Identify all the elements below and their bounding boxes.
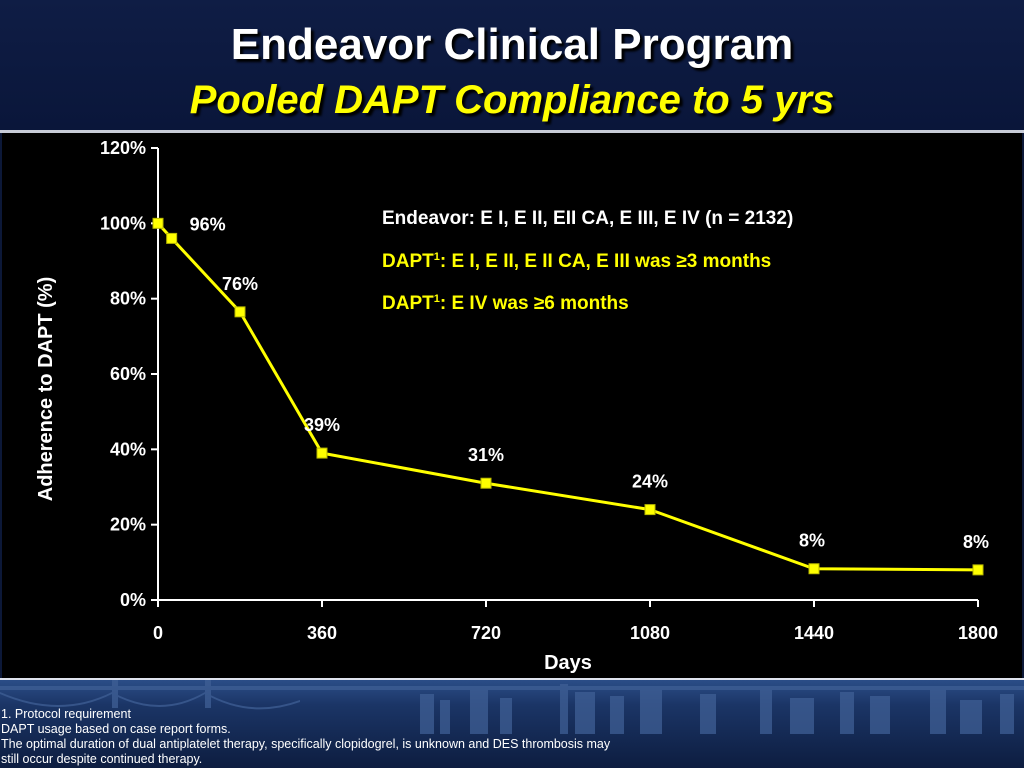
data-point-marker (480, 477, 492, 489)
footnotes: 1. Protocol requirement DAPT usage based… (1, 707, 610, 767)
data-point-marker (234, 306, 246, 318)
data-point-marker (166, 232, 178, 244)
slide-header: Endeavor Clinical Program Pooled DAPT Co… (0, 0, 1024, 130)
data-label: 31% (468, 445, 504, 465)
study-summary-text: Endeavor: E I, E II, EII CA, E III, E IV… (382, 208, 794, 229)
dapt-duration-note-1: DAPT1: E I, E II, E II CA, E III was ≥3 … (382, 251, 771, 273)
city-skyline-image (0, 678, 1024, 734)
y-tick-label: 120% (100, 138, 146, 158)
data-label: 76% (222, 274, 258, 294)
dapt-label: DAPT (382, 293, 434, 314)
footer-banner (0, 678, 1024, 768)
footer-divider (0, 678, 1024, 680)
x-tick-label: 1080 (630, 623, 670, 643)
y-axis-title: Adherence to DAPT (%) (35, 277, 57, 501)
x-tick-label: 720 (471, 623, 501, 643)
footnote-2: DAPT usage based on case report forms. (1, 722, 231, 736)
chart-panel: 0% 20% 40% 60% 80% 100% 120% 0 360 720 1080 1440 180… (2, 133, 1022, 678)
series-line (156, 222, 979, 572)
data-point-marker (152, 217, 164, 229)
y-tick-label: 80% (110, 289, 146, 309)
dapt-duration-text: : E IV was ≥6 months (439, 293, 629, 314)
slide-title: Endeavor Clinical Program (230, 20, 794, 69)
dapt-duration-text: : E I, E II, E II CA, E III was ≥3 month… (439, 251, 772, 272)
data-point-marker (644, 504, 656, 516)
y-tick-label: 20% (110, 515, 146, 535)
line-chart: 0% 20% 40% 60% 80% 100% 120% 0 360 720 1080 1440 180… (35, 138, 998, 674)
dapt-duration-note-2: DAPT1: E IV was ≥6 months (382, 293, 629, 315)
x-tick-label: 0 (153, 623, 163, 643)
data-label: 39% (304, 415, 340, 435)
footnote-marker: 1 (433, 293, 440, 305)
footnote-4: still occur despite continued therapy. (1, 752, 203, 766)
data-label: 96% (190, 214, 226, 234)
data-label: 8% (799, 531, 825, 551)
y-tick-label: 0% (120, 590, 146, 610)
dapt-label: DAPT (382, 251, 434, 272)
y-tick-label: 60% (110, 364, 146, 384)
footnote-3: The optimal duration of dual antiplatele… (1, 737, 611, 751)
study-summary-note: Endeavor: E I, E II, EII CA, E III, E IV… (382, 208, 793, 230)
header-divider (0, 130, 1024, 133)
data-label: 8% (963, 532, 989, 552)
data-point-marker (972, 564, 984, 576)
slide-subtitle: Pooled DAPT Compliance to 5 yrs (189, 78, 835, 122)
x-tick-label: 360 (307, 623, 337, 643)
footnote-marker: 1 (433, 251, 440, 263)
x-tick-label: 1440 (794, 623, 834, 643)
data-label: 24% (632, 472, 668, 492)
x-tick-label: 1800 (958, 623, 998, 643)
footnote-1: 1. Protocol requirement (1, 707, 131, 721)
data-point-marker (808, 563, 820, 575)
y-tick-label: 100% (100, 213, 146, 233)
data-point-marker (316, 447, 328, 459)
y-tick-label: 40% (110, 439, 146, 459)
x-axis-title: Days (544, 652, 592, 674)
